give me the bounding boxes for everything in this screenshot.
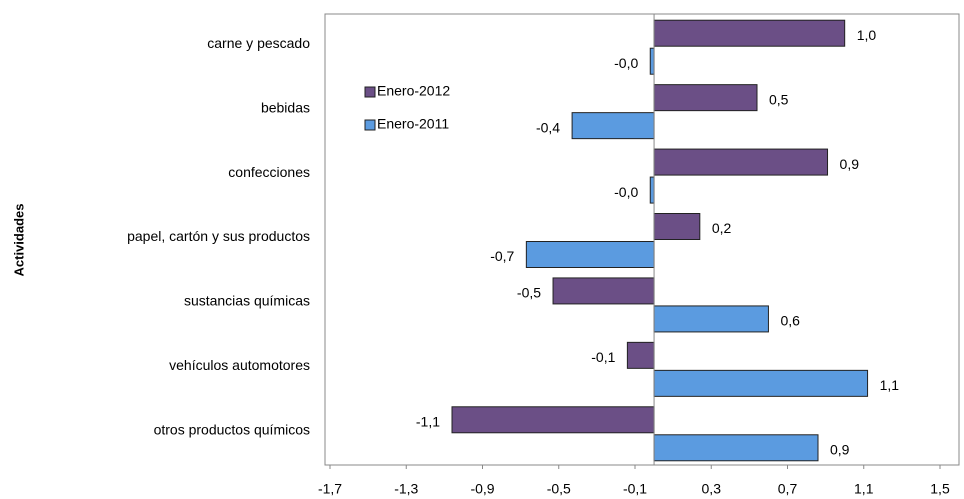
bar — [649, 176, 655, 204]
x-tick-label: -0,1 — [623, 481, 647, 497]
bar — [552, 277, 655, 305]
bar — [653, 434, 819, 462]
y-axis-label: Actividades — [11, 204, 26, 277]
bar — [653, 84, 758, 112]
bar — [653, 19, 846, 47]
value-label: 0,6 — [780, 313, 800, 329]
value-label: 0,9 — [830, 441, 850, 457]
value-label: 0,2 — [712, 220, 732, 236]
y-tick-label: otros productos químicos — [154, 421, 310, 437]
x-tick-label: -0,5 — [547, 481, 571, 497]
value-label: 1,0 — [857, 27, 877, 43]
value-label: -1,1 — [416, 413, 440, 429]
plot-frame — [324, 13, 960, 466]
bar — [653, 148, 829, 176]
y-tick-label: bebidas — [261, 99, 310, 115]
x-tick-label: 0,7 — [778, 481, 798, 497]
value-label: -0,0 — [614, 55, 638, 71]
value-label: -0,7 — [490, 248, 514, 264]
x-tick-label: -1,7 — [318, 481, 342, 497]
bar — [451, 406, 655, 434]
x-tick-label: 1,5 — [930, 481, 950, 497]
y-tick-label: sustancias químicas — [184, 293, 310, 309]
bar — [653, 305, 769, 333]
legend-label: Enero-2012 — [377, 83, 450, 99]
bar — [571, 112, 655, 140]
y-tick-label: vehículos automotores — [169, 357, 310, 373]
bar — [525, 241, 655, 268]
value-label: -0,1 — [591, 349, 615, 365]
bar — [653, 369, 869, 397]
x-tick-label: 0,3 — [702, 481, 722, 497]
legend-label: Enero-2011 — [377, 116, 449, 132]
x-tick-label: 1,1 — [854, 481, 874, 497]
value-label: 0,9 — [840, 156, 860, 172]
value-label: 1,1 — [880, 377, 900, 393]
value-label: -0,5 — [517, 285, 541, 301]
bar — [653, 213, 701, 240]
legend-swatch — [364, 119, 376, 131]
value-label: -0,4 — [536, 119, 560, 135]
bar — [649, 47, 655, 75]
x-tick-label: -0,9 — [470, 481, 494, 497]
value-label: -0,0 — [614, 184, 638, 200]
legend-swatch — [364, 86, 376, 98]
y-tick-label: carne y pescado — [207, 35, 310, 51]
x-tick-label: -1,3 — [394, 481, 418, 497]
bar — [626, 341, 655, 369]
value-label: 0,5 — [769, 91, 789, 107]
y-tick-label: papel, cartón y sus productos — [127, 228, 310, 244]
y-tick-label: confecciones — [228, 164, 310, 180]
